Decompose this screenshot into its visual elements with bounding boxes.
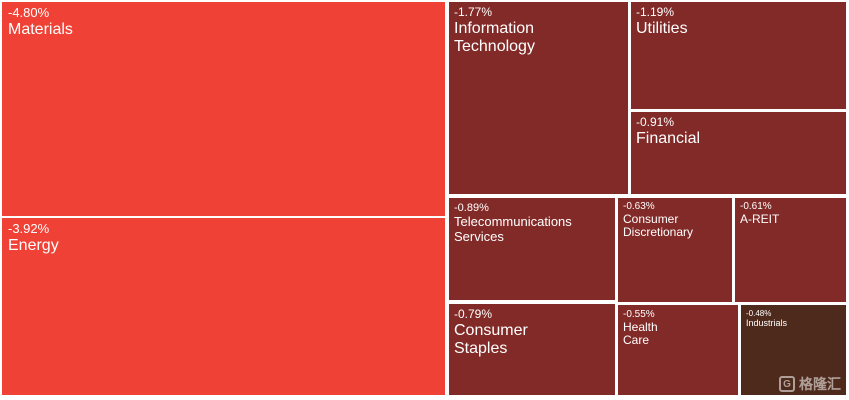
treemap-tile-telecommunications-services[interactable]: -0.89% Telecommunications Services (449, 198, 615, 300)
tile-change-label: -3.92% (8, 221, 50, 236)
treemap-tile-consumer-discretionary[interactable]: -0.63% Consumer Discretionary (618, 198, 732, 302)
treemap-tile-materials[interactable]: -4.80% Materials (2, 2, 445, 216)
tile-change-label: -1.77% (454, 5, 493, 19)
tile-sector-label: Utilities (636, 19, 688, 37)
tile-change-label: -0.48% (746, 309, 772, 318)
tile-change-label: -0.79% (454, 307, 493, 321)
tile-change-label: -4.80% (8, 5, 50, 20)
watermark-text: 格隆汇 (799, 376, 841, 392)
tile-sector-label: Industrials (746, 318, 788, 329)
tile-sector-label: Consumer Staples (454, 321, 528, 358)
tile-change-label: -0.61% (740, 201, 772, 212)
tile-sector-label: Materials (8, 20, 73, 38)
tile-sector-label: Health Care (623, 319, 658, 348)
treemap-tile-energy[interactable]: -3.92% Energy (2, 218, 445, 395)
treemap-tile-utilities[interactable]: -1.19% Utilities (631, 2, 846, 109)
tile-change-label: -0.55% (623, 309, 655, 320)
tile-sector-label: Telecommunications Services (454, 213, 572, 244)
tile-sector-label: Consumer Discretionary (623, 211, 694, 240)
tile-sector-label: Financial (636, 129, 701, 147)
watermark: G 格隆汇 (779, 374, 841, 394)
tile-change-label: -0.89% (454, 202, 489, 214)
treemap-tile-a-reit[interactable]: -0.61% A-REIT (735, 198, 846, 302)
tile-change-label: -1.19% (636, 5, 675, 19)
treemap-tile-information-technology[interactable]: -1.77% Information Technology (449, 2, 628, 194)
gelonghui-logo-icon: G (779, 376, 795, 392)
treemap-tile-financial[interactable]: -0.91% Financial (631, 112, 846, 194)
tile-sector-label: Information Technology (454, 19, 535, 56)
tile-change-label: -0.91% (636, 115, 675, 129)
tile-change-label: -0.63% (623, 201, 655, 212)
treemap-tile-health-care[interactable]: -0.55% Health Care (618, 305, 738, 395)
tile-sector-label: A-REIT (740, 211, 780, 226)
tile-sector-label: Energy (8, 236, 59, 254)
treemap-tile-consumer-staples[interactable]: -0.79% Consumer Staples (449, 304, 615, 395)
